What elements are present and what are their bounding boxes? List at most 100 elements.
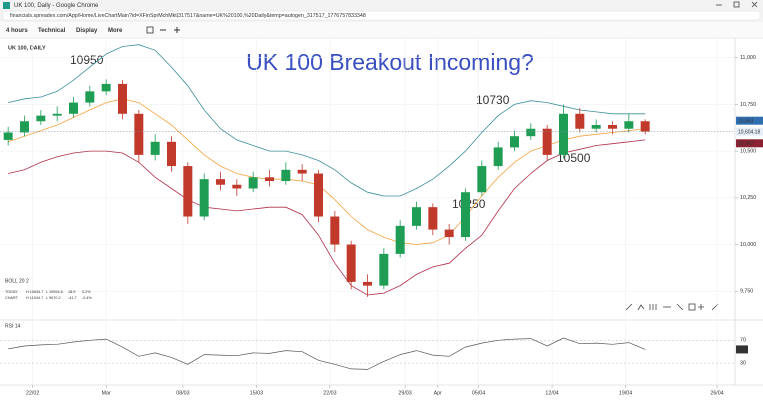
toolbar-item[interactable]: Technical: [38, 28, 66, 34]
candle-body: [591, 124, 601, 129]
rsi-tick-label: 70: [740, 338, 746, 344]
candle-body: [167, 141, 176, 167]
band-line: [8, 98, 646, 245]
candle-body: [346, 244, 356, 282]
tool-cross[interactable]: [698, 304, 704, 310]
candle-body: [281, 169, 291, 182]
candle-body: [428, 207, 438, 230]
candle-body: [575, 113, 585, 129]
candle-body: [20, 121, 29, 133]
close[interactable]: [751, 1, 758, 8]
x-tick-label: 08/03: [176, 390, 189, 396]
toolbar-items: 4 hours Technical Display More: [6, 28, 123, 34]
indicator-label: BOLL 20 2: [5, 278, 29, 284]
stat-name: TODAY: [5, 290, 18, 294]
candle-body: [36, 115, 46, 122]
price-tag-label: 10,663: [738, 118, 754, 124]
candle-body: [314, 173, 323, 217]
annotation: 10950: [70, 53, 104, 67]
candle-body: [248, 177, 258, 189]
chart-title: UK 100 Breakout Incoming?: [246, 49, 534, 75]
x-tick-label: 12/04: [545, 390, 558, 396]
y-tick-label: 10,750: [740, 102, 756, 108]
candle-body: [150, 141, 160, 155]
plot: [0, 44, 735, 370]
tool-fib[interactable]: [649, 304, 657, 310]
grid: [0, 38, 735, 385]
toolbar-item[interactable]: Display: [76, 28, 98, 34]
candle-body: [510, 136, 519, 148]
x-tick-label: 26/04: [710, 390, 723, 396]
toolbar-item[interactable]: 4 hours: [6, 28, 28, 34]
save-icon[interactable]: [146, 26, 154, 34]
url: financials.spreadex.com/App/Home/LiveCha…: [10, 13, 366, 19]
candle-body: [493, 147, 503, 167]
x-tick-label: Apr: [434, 390, 442, 396]
candle-body: [461, 192, 470, 238]
candle-body: [640, 121, 650, 132]
candle-body: [101, 83, 111, 92]
candle-body: [216, 179, 225, 185]
maximize[interactable]: [733, 1, 740, 8]
tool-line[interactable]: [625, 303, 633, 311]
candle-body: [608, 124, 617, 129]
y-tick-label: 11,000: [740, 55, 756, 61]
candle-body: [379, 253, 389, 286]
y-tick-label: 10,250: [740, 195, 756, 201]
address-bar[interactable]: [2, 10, 761, 21]
price-tag: [736, 127, 763, 136]
stat-name: CHART: [5, 296, 19, 300]
stat-cell: 18.9: [68, 290, 75, 294]
toolbar-item[interactable]: More: [108, 28, 123, 34]
candle-body: [265, 177, 274, 182]
band-line: [8, 139, 646, 296]
candle-body: [52, 113, 62, 116]
stat-cell: L 10594.8: [46, 290, 63, 294]
candle-body: [199, 179, 209, 217]
price-tag: [736, 116, 763, 125]
candle-body: [526, 128, 536, 137]
x-tick-label: 15/03: [250, 390, 263, 396]
band-line: [8, 44, 646, 197]
tool-path[interactable]: [637, 304, 645, 311]
x-tick-label: 05/04: [472, 390, 485, 396]
candle-body: [542, 128, 552, 155]
x-tick-label: 22/03: [323, 390, 336, 396]
rsi-line: [8, 337, 646, 370]
stat-cell: -0.4%: [82, 296, 93, 300]
candle-body: [183, 166, 193, 217]
tool-ray[interactable]: [676, 303, 684, 311]
price-tag: [736, 139, 763, 148]
rsi-tag: [736, 345, 748, 354]
candle-body: [559, 113, 568, 155]
tool-rect[interactable]: [688, 303, 696, 311]
zoom-in[interactable]: [174, 27, 180, 33]
candle-body: [69, 102, 78, 114]
chart-label: UK 100, DAILY: [8, 45, 46, 51]
candle-body: [134, 113, 144, 155]
price-tag-label: 10,604.18: [738, 129, 760, 135]
candle-body: [118, 83, 127, 114]
x-tick-label: 19/04: [619, 390, 632, 396]
stat-cell: -41.7: [68, 296, 77, 300]
candle-body: [444, 229, 454, 238]
axes: 9,750 10,000 10,250 10,500 10,750 11,000 22/02…: [26, 55, 763, 396]
x-tick-label: 29/03: [398, 390, 411, 396]
candle-body: [3, 132, 13, 140]
rsi-tag-label: 54: [738, 347, 744, 353]
candle-body: [330, 216, 340, 245]
stat-cell: H 11044.7: [26, 296, 43, 300]
candle-body: [412, 207, 421, 226]
stat-cell: 0.2%: [82, 290, 91, 294]
x-tick-label: Mar: [102, 390, 111, 396]
candle-body: [297, 169, 307, 174]
candle-body: [232, 184, 242, 189]
x-tick-label: 22/02: [26, 390, 39, 396]
window-title: UK 100, Daily - Google Chrome: [14, 3, 99, 9]
favicon: [3, 2, 10, 9]
candle-body: [624, 121, 634, 129]
toolbar: [0, 22, 763, 38]
stat-cell: H 10634.7: [26, 290, 44, 294]
